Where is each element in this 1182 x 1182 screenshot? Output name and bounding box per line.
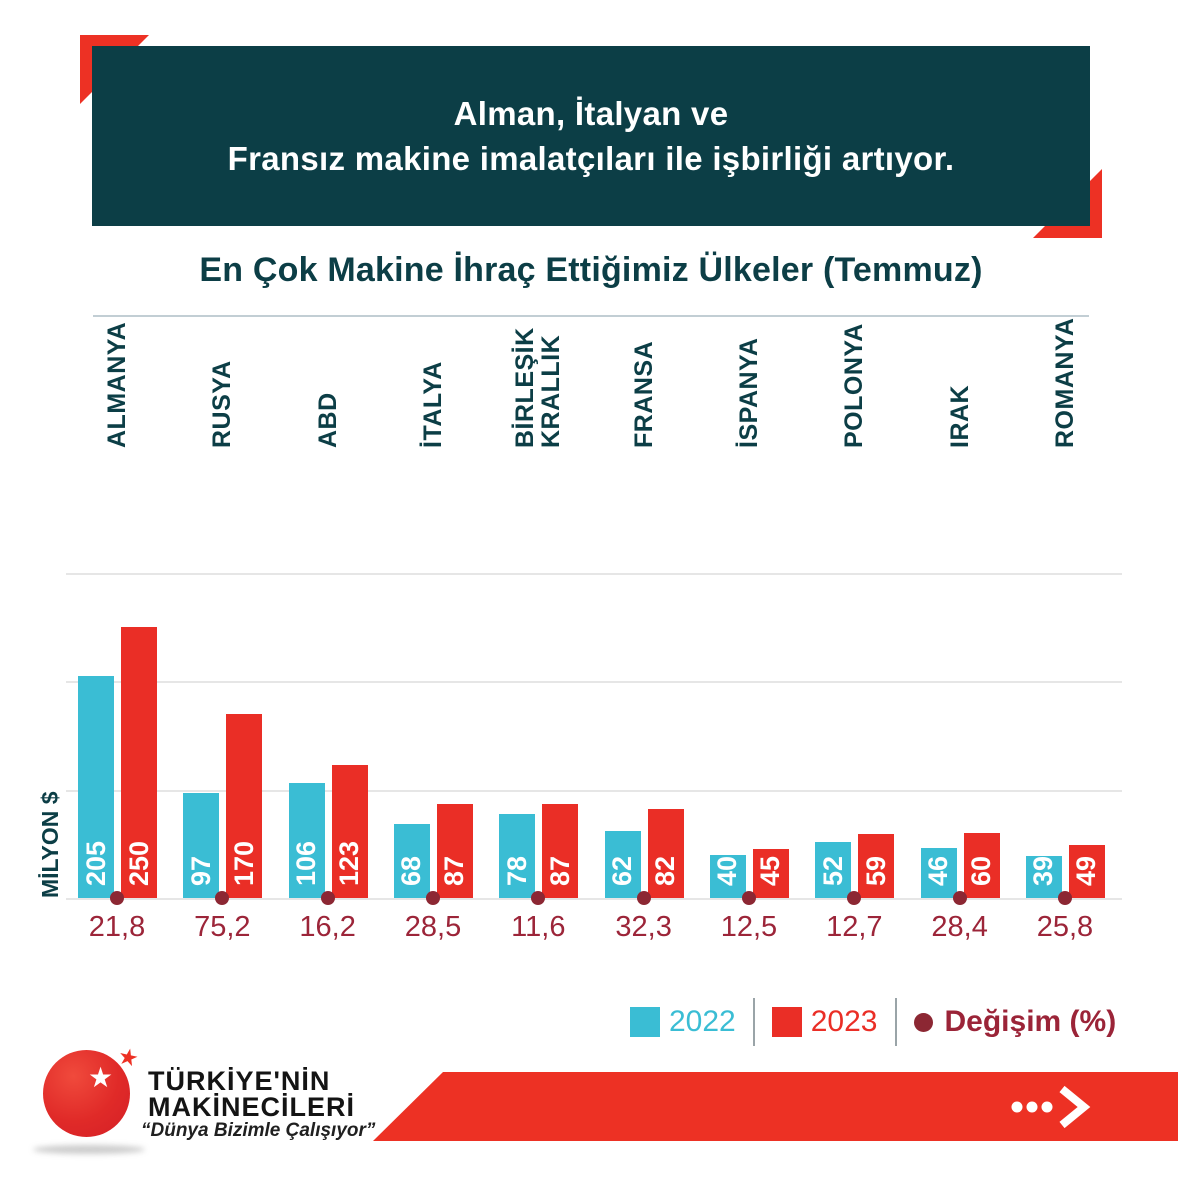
bar-2023-irak — [963, 833, 1000, 898]
bar-value-2023-polonya: 59 — [860, 855, 891, 886]
country-label-abd: ABD — [313, 392, 342, 448]
bar-value-2023-i-spanya: 45 — [755, 855, 786, 886]
brand-logo-circle — [43, 1050, 130, 1137]
country-label-rusya: RUSYA — [208, 360, 237, 448]
change-dot-irak — [952, 891, 967, 905]
brand-slogan: “Dünya Bizimle Çalışıyor” — [141, 1120, 376, 1141]
country-label-irak: IRAK — [945, 384, 974, 448]
bar-value-2022-i-talya: 68 — [396, 855, 427, 886]
gridline-200 — [66, 681, 1122, 683]
bar-2023-polonya — [858, 834, 895, 898]
bar-2023-romanya — [1068, 845, 1105, 898]
change-value-fransa: 32,3 — [615, 911, 672, 943]
change-value-romanya: 25,8 — [1036, 911, 1094, 943]
gridline-100 — [66, 790, 1122, 792]
legend-swatch-2022 — [630, 1007, 660, 1037]
chart-legend: 2022 2023 Değişim (%) — [630, 997, 1116, 1047]
bar-2023-fransa — [647, 809, 684, 898]
logo-shadow — [33, 1145, 145, 1154]
bar-2022-i-talya — [393, 824, 430, 898]
legend-swatch-2023 — [771, 1007, 802, 1037]
bar-value-2022-i-spanya: 40 — [712, 855, 743, 886]
star-icon: ★ — [88, 1062, 114, 1093]
chart-title: En Çok Makine İhraç Ettiğimiz Ülkeler (T… — [199, 251, 983, 289]
bar-value-2023-fransa: 82 — [650, 855, 681, 886]
bar-2022-i-spanya — [709, 855, 746, 898]
bar-value-2023-almanya: 250 — [123, 840, 154, 886]
bar-value-2023-irak: 60 — [966, 855, 997, 886]
bar-value-2022-romanya: 39 — [1028, 855, 1059, 886]
brand-name-line2: MAKİNECİLERİ — [148, 1092, 355, 1122]
gridline-300 — [66, 573, 1122, 575]
title-divider — [93, 315, 1089, 317]
legend-label-degisim: Değişim (%) — [944, 1005, 1117, 1038]
change-dot-i-talya — [425, 891, 440, 905]
change-dot-romanya — [1057, 891, 1072, 905]
bar-2022-abd — [288, 783, 325, 898]
bar-value-2022-almanya: 205 — [80, 840, 111, 886]
change-dot-i-spanya — [741, 891, 756, 905]
change-dot-polonya — [847, 891, 862, 905]
header-title-line1: Alman, İtalyan ve — [453, 95, 729, 132]
legend-divider — [752, 998, 755, 1046]
country-label-i-spanya: İSPANYA — [734, 337, 763, 448]
bar-2022-fransa — [604, 831, 641, 898]
country-label-polonya: POLONYA — [840, 323, 869, 448]
bar-2022-rusya — [183, 793, 220, 898]
change-value-bi-rle-i-k-krallik: 11,6 — [511, 911, 566, 943]
next-arrow-banner[interactable] — [373, 1072, 1178, 1141]
change-value-i-talya: 28,5 — [404, 911, 462, 943]
legend-divider — [894, 998, 897, 1046]
bar-value-2023-romanya: 49 — [1071, 855, 1102, 886]
legend-label-2023: 2023 — [810, 1005, 878, 1038]
bar-2023-almanya — [121, 627, 157, 898]
change-value-almanya: 21,8 — [88, 911, 146, 943]
change-value-rusya: 75,2 — [194, 911, 251, 943]
bar-value-2023-rusya: 170 — [228, 840, 259, 886]
change-value-i-spanya: 12,5 — [720, 911, 778, 943]
header-banner: Alman, İtalyan ve Fransız makine imalatç… — [92, 46, 1090, 226]
brand-name-line1: TÜRKİYE'NİN — [148, 1066, 331, 1096]
change-dot-fransa — [636, 891, 651, 905]
bar-value-2022-bi-rle-i-k-krallik: 78 — [501, 855, 532, 886]
country-label-fransa: FRANSA — [629, 340, 658, 448]
bar-2022-irak — [920, 848, 957, 898]
bar-2023-rusya — [226, 714, 263, 898]
bar-value-2023-i-talya: 87 — [439, 855, 470, 886]
bar-value-2022-rusya: 97 — [185, 855, 216, 886]
bar-value-2022-fransa: 62 — [607, 855, 638, 886]
bar-2023-abd — [331, 765, 368, 898]
bar-2023-i-talya — [436, 804, 473, 898]
country-label-almanya: ALMANYA — [103, 321, 131, 448]
bar-2022-bi-rle-i-k-krallik — [499, 814, 536, 898]
legend-dot-degisim — [913, 1012, 933, 1032]
change-dot-almanya — [110, 891, 124, 905]
country-label-romanya: ROMANYA — [1050, 317, 1079, 448]
bar-2022-almanya — [78, 676, 114, 898]
bar-value-2023-bi-rle-i-k-krallik: 87 — [544, 855, 575, 886]
change-value-irak: 28,4 — [931, 911, 988, 943]
change-dot-bi-rle-i-k-krallik — [531, 891, 546, 905]
header-title-line2: Fransız makine imalatçıları ile işbirliğ… — [227, 140, 955, 177]
gridline-0 — [66, 898, 1122, 900]
bar-2022-polonya — [815, 842, 852, 898]
country-label-bi-rle-i-k-krallik: BİRLEŞİK KRALLIK — [511, 327, 566, 448]
bar-value-2022-polonya: 52 — [817, 855, 848, 886]
bar-2023-bi-rle-i-k-krallik — [542, 804, 579, 898]
change-dot-abd — [320, 891, 335, 905]
arrow-icon — [1011, 1085, 1091, 1129]
y-axis-label: MİLYON $ — [37, 791, 63, 898]
legend-label-2022: 2022 — [669, 1005, 736, 1038]
change-value-polonya: 12,7 — [826, 911, 883, 943]
bar-value-2022-abd: 106 — [291, 840, 322, 886]
change-value-abd: 16,2 — [299, 911, 356, 943]
bar-2022-romanya — [1025, 856, 1062, 898]
bar-value-2023-abd: 123 — [334, 840, 365, 886]
change-dot-rusya — [215, 891, 230, 905]
country-label-i-talya: İTALYA — [418, 361, 447, 448]
bar-2023-i-spanya — [752, 849, 789, 898]
bar-value-2022-irak: 46 — [923, 855, 954, 886]
